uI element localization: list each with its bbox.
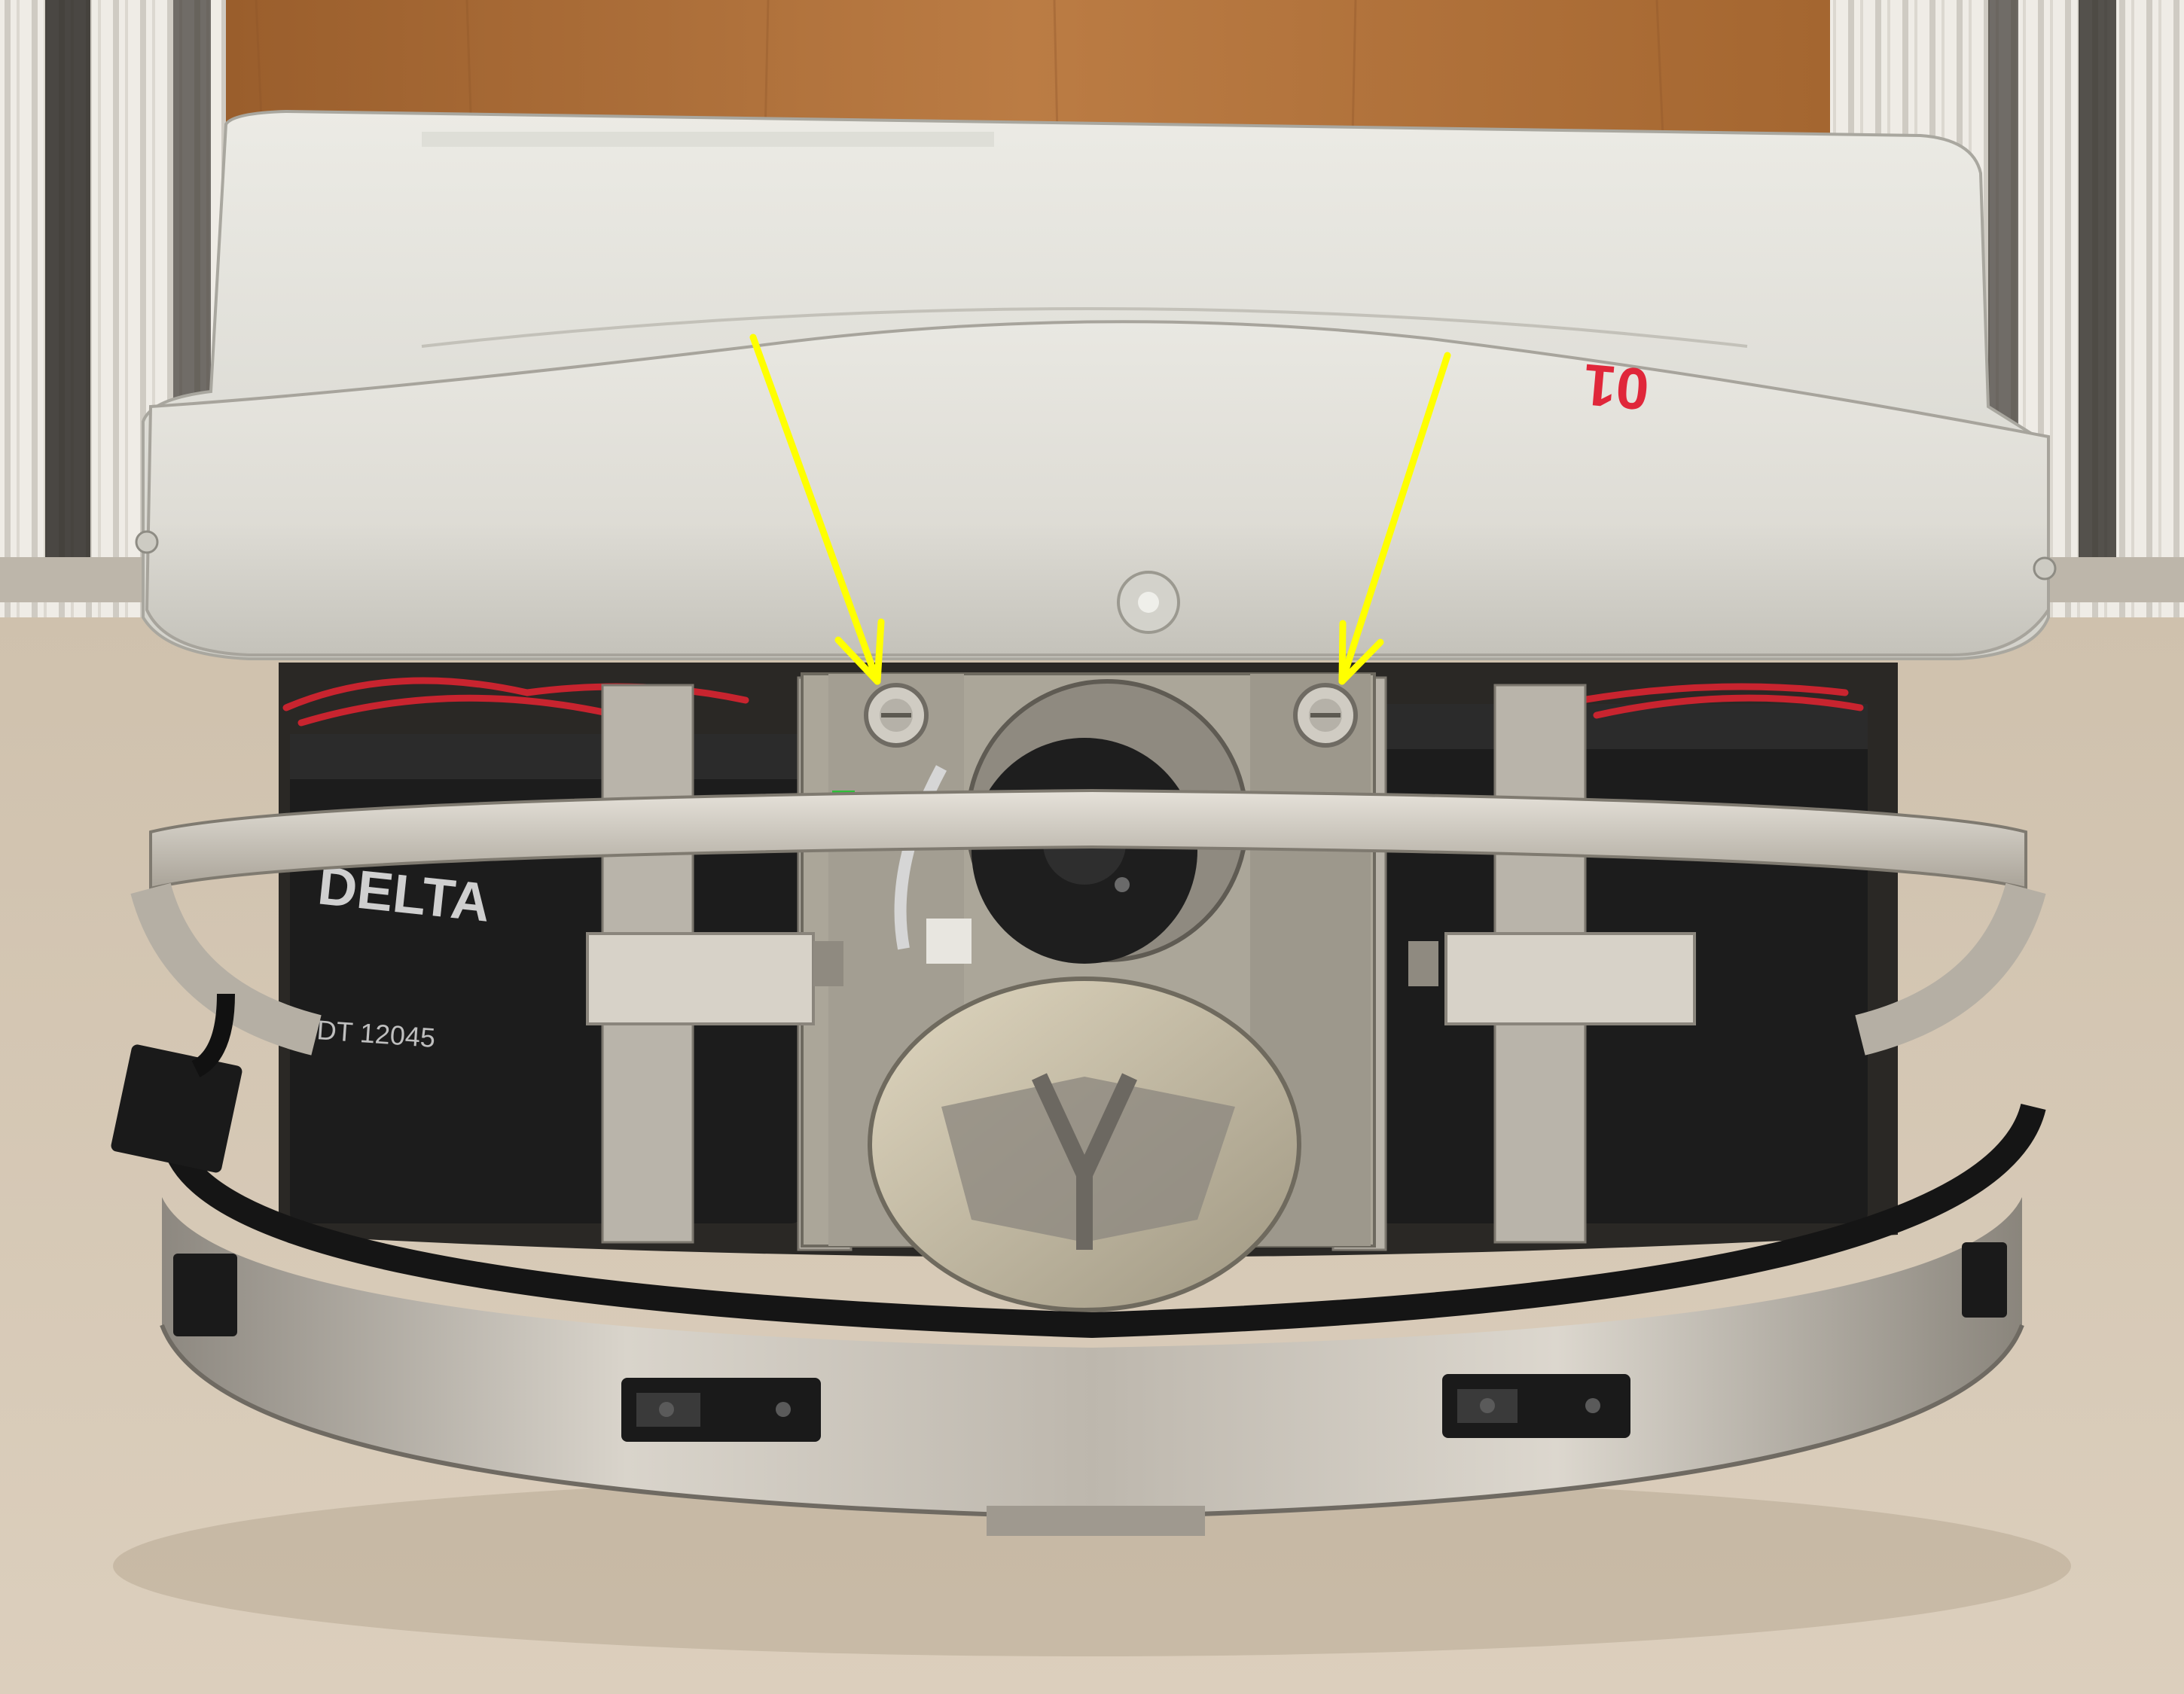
connector [926, 919, 972, 964]
ir-sensor [1962, 1242, 2007, 1318]
left-screw [864, 683, 929, 748]
cover-screw [135, 530, 159, 554]
radiator-pipe [45, 0, 90, 557]
chassis [160, 1197, 2024, 1536]
upper-ring [130, 788, 2046, 1056]
top-cover: 01 [135, 109, 2057, 660]
cover-front-lid [145, 320, 2050, 657]
right-screw [1293, 683, 1358, 748]
ir-sensor [1442, 1374, 1630, 1438]
omni-wheel [868, 976, 1301, 1312]
left-arrow [749, 334, 885, 685]
cover-marker-label: 01 [1581, 352, 1652, 423]
cover-screw [2033, 556, 2057, 580]
rubber-bumper [160, 1103, 2046, 1339]
ir-sensor [173, 1254, 237, 1336]
floor-shadow [113, 1476, 2071, 1656]
bottom-plate [987, 1506, 1205, 1536]
radiator-pipe [2079, 0, 2116, 557]
bumper-connector [111, 993, 242, 1173]
right-arrow [1338, 352, 1451, 685]
ir-sensor [621, 1378, 821, 1442]
